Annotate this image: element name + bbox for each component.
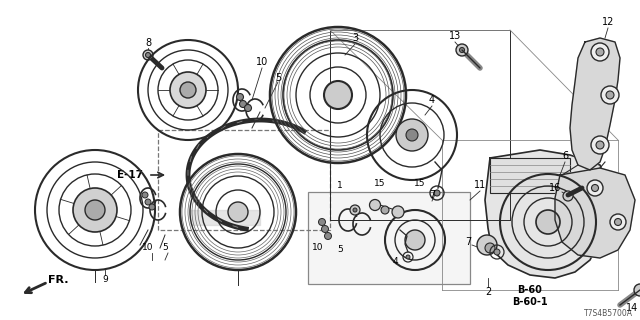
Circle shape bbox=[145, 52, 150, 58]
Text: 15: 15 bbox=[414, 179, 426, 188]
Circle shape bbox=[536, 210, 560, 234]
Circle shape bbox=[353, 208, 357, 212]
Text: 5: 5 bbox=[275, 73, 281, 83]
Circle shape bbox=[237, 93, 243, 100]
Circle shape bbox=[405, 230, 425, 250]
Text: 9: 9 bbox=[102, 276, 108, 284]
Circle shape bbox=[456, 44, 468, 56]
Text: 3: 3 bbox=[352, 33, 358, 43]
FancyBboxPatch shape bbox=[308, 192, 470, 284]
Polygon shape bbox=[555, 168, 635, 258]
Circle shape bbox=[244, 105, 252, 111]
Circle shape bbox=[587, 180, 603, 196]
Circle shape bbox=[591, 185, 598, 191]
Text: E-17: E-17 bbox=[117, 170, 143, 180]
Circle shape bbox=[145, 199, 151, 205]
Text: 10: 10 bbox=[312, 243, 324, 252]
Circle shape bbox=[591, 43, 609, 61]
Text: FR.: FR. bbox=[48, 275, 68, 285]
Circle shape bbox=[369, 199, 381, 211]
Text: 4: 4 bbox=[392, 258, 398, 267]
Circle shape bbox=[406, 255, 410, 259]
Text: 13: 13 bbox=[449, 31, 461, 41]
Text: 12: 12 bbox=[602, 17, 614, 27]
Polygon shape bbox=[485, 150, 608, 278]
Text: T7S4B5700A: T7S4B5700A bbox=[584, 309, 632, 318]
Circle shape bbox=[381, 206, 389, 214]
Circle shape bbox=[610, 214, 626, 230]
Text: 16: 16 bbox=[549, 183, 561, 193]
Circle shape bbox=[634, 284, 640, 296]
Circle shape bbox=[485, 243, 495, 253]
Circle shape bbox=[142, 192, 148, 198]
Circle shape bbox=[460, 47, 465, 52]
Circle shape bbox=[406, 129, 418, 141]
Circle shape bbox=[180, 82, 196, 98]
Circle shape bbox=[239, 100, 246, 108]
Circle shape bbox=[324, 81, 352, 109]
Text: 6: 6 bbox=[562, 151, 568, 161]
Circle shape bbox=[170, 72, 206, 108]
Circle shape bbox=[591, 136, 609, 154]
Text: 10: 10 bbox=[256, 57, 268, 67]
Text: B-60: B-60 bbox=[518, 285, 543, 295]
Circle shape bbox=[563, 191, 573, 201]
Text: 5: 5 bbox=[337, 245, 343, 254]
Text: 4: 4 bbox=[429, 95, 435, 105]
Circle shape bbox=[85, 200, 105, 220]
Text: 1: 1 bbox=[337, 180, 343, 189]
Circle shape bbox=[392, 206, 404, 218]
Circle shape bbox=[601, 86, 619, 104]
Circle shape bbox=[434, 190, 440, 196]
Circle shape bbox=[228, 202, 248, 222]
Text: 15: 15 bbox=[374, 179, 386, 188]
Text: 2: 2 bbox=[485, 287, 491, 297]
Circle shape bbox=[324, 233, 332, 239]
Text: 7: 7 bbox=[465, 237, 471, 247]
Text: 10: 10 bbox=[142, 244, 154, 252]
Circle shape bbox=[149, 204, 155, 210]
Text: 7: 7 bbox=[429, 190, 435, 200]
Circle shape bbox=[596, 141, 604, 149]
Text: 14: 14 bbox=[626, 303, 638, 313]
Text: 8: 8 bbox=[145, 38, 151, 48]
Circle shape bbox=[606, 91, 614, 99]
Text: 11: 11 bbox=[474, 180, 486, 190]
Circle shape bbox=[73, 188, 117, 232]
Text: 5: 5 bbox=[162, 244, 168, 252]
Circle shape bbox=[350, 205, 360, 215]
Polygon shape bbox=[570, 38, 620, 170]
Circle shape bbox=[494, 249, 500, 255]
Text: B-60-1: B-60-1 bbox=[512, 297, 548, 307]
Circle shape bbox=[319, 219, 326, 226]
Bar bbox=[490, 158, 570, 193]
Circle shape bbox=[596, 48, 604, 56]
Circle shape bbox=[143, 50, 153, 60]
Circle shape bbox=[614, 219, 621, 226]
Circle shape bbox=[477, 235, 497, 255]
Circle shape bbox=[396, 119, 428, 151]
Circle shape bbox=[321, 226, 328, 233]
